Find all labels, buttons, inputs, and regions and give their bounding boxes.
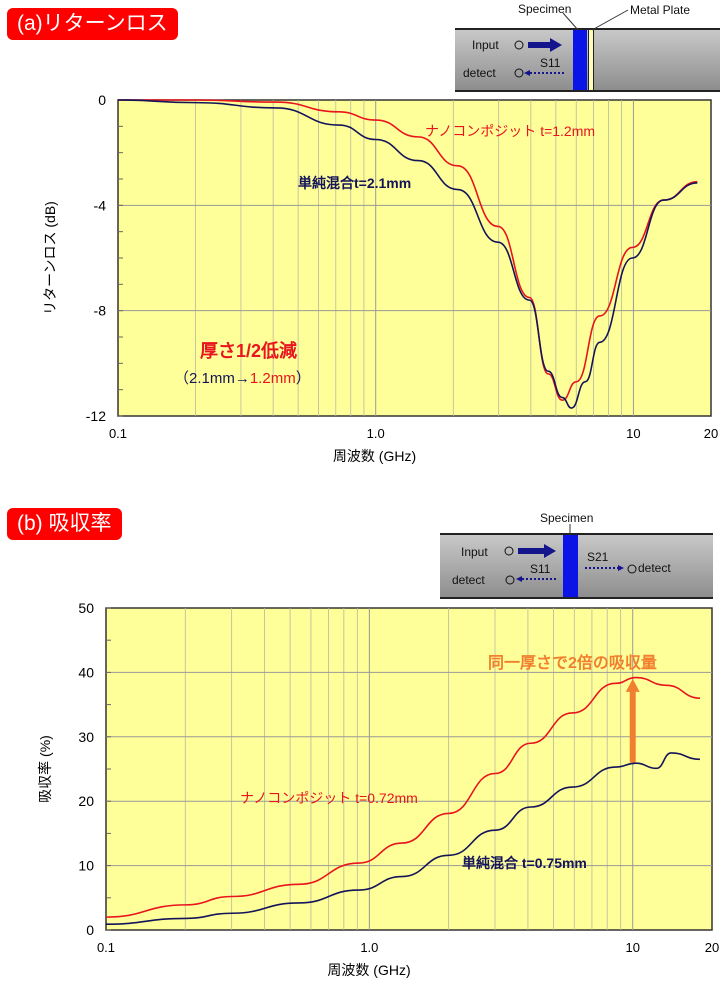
port-circle-icon	[504, 546, 514, 556]
s21-label: S21	[587, 550, 609, 564]
y-axis-label: 吸収率 (%)	[37, 735, 53, 803]
metal-plate-block	[588, 30, 594, 90]
series-label-nanocomposite: ナノコンポジット t=0.72mm	[240, 790, 418, 806]
diagram-a-icons	[514, 9, 629, 78]
y-tick-label: -4	[94, 197, 107, 213]
annotation-double-absorption: 同一厚さで2倍の吸収量	[488, 653, 657, 672]
detect-left-label: detect	[452, 573, 485, 587]
x-axis-label: 周波数 (GHz)	[327, 962, 410, 978]
input-arrow-icon	[528, 38, 562, 52]
series-label-simple-mix: 単純混合 t=0.75mm	[462, 855, 587, 871]
arrow-shaft	[629, 690, 636, 763]
x-tick-label: 20	[705, 940, 719, 955]
series-line-simple-mix	[105, 752, 700, 926]
series-line-nanocomposite	[118, 99, 698, 402]
panel-b-header: (b) 吸収率	[7, 508, 122, 540]
port-circle-icon	[514, 40, 524, 50]
y-axis-label: リターンロス (dB)	[42, 201, 58, 315]
y-tick-label: 0	[86, 922, 94, 938]
s11-label: S11	[540, 56, 561, 70]
detect-right-label: detect	[638, 561, 671, 575]
series-label-simple-mix: 単純混合t=2.1mm	[298, 175, 411, 191]
series-line-simple-mix	[117, 99, 698, 409]
port-circle-icon	[627, 564, 637, 574]
series-line-nanocomposite	[105, 676, 700, 918]
x-axis-label: 周波数 (GHz)	[333, 448, 416, 464]
arrow-up-icon	[625, 678, 640, 692]
plot-area	[117, 99, 712, 417]
metal-plate-label: Metal Plate	[630, 3, 691, 17]
x-tick-label: 10	[626, 426, 640, 441]
y-tick-label: 10	[78, 858, 94, 874]
x-tick-label: 0.1	[109, 426, 127, 441]
y-tick-label: -12	[86, 408, 106, 424]
detect-label: detect	[463, 66, 496, 80]
port-circle-icon	[505, 575, 515, 585]
x-tick-label: 0.1	[97, 940, 115, 955]
y-tick-label: -8	[94, 303, 107, 319]
y-tick-label: 20	[78, 793, 94, 809]
annotation-title: 厚さ1/2低減	[200, 340, 297, 361]
panel-a-header: (a)リターンロス	[7, 8, 178, 40]
x-tick-label: 10	[625, 940, 639, 955]
y-tick-label: 0	[98, 92, 106, 108]
x-tick-label: 20	[704, 426, 718, 441]
x-tick-label: 1.0	[360, 940, 378, 955]
chart-absorption: 0 10 20 30 40 50 0.1 1.0 10 20 周波数 (GHz) 吸収率 (%)	[37, 600, 719, 978]
s11-label: S11	[530, 562, 551, 576]
series-label-nanocomposite: ナノコンポジット t=1.2mm	[425, 123, 595, 139]
specimen-block	[563, 535, 578, 597]
input-label: Input	[461, 545, 488, 559]
y-tick-label: 30	[78, 729, 94, 745]
annotation-detail: （2.1mm→1.2mm）	[174, 370, 311, 387]
y-tick-label: 50	[78, 600, 94, 616]
x-tick-label: 1.0	[367, 426, 385, 441]
specimen-label: Specimen	[540, 511, 594, 525]
diagram-b-icons	[504, 524, 637, 585]
specimen-block	[573, 30, 587, 90]
input-arrow-icon	[518, 544, 556, 558]
specimen-label: Specimen	[518, 2, 572, 16]
input-label: Input	[472, 38, 499, 52]
chart-return-loss: 0 -4 -8 -120.1 1.0 10 20 周波数 (GHz) リターンロス (dB)	[42, 92, 718, 464]
y-tick-label: 40	[78, 664, 94, 680]
port-circle-icon	[514, 68, 524, 78]
